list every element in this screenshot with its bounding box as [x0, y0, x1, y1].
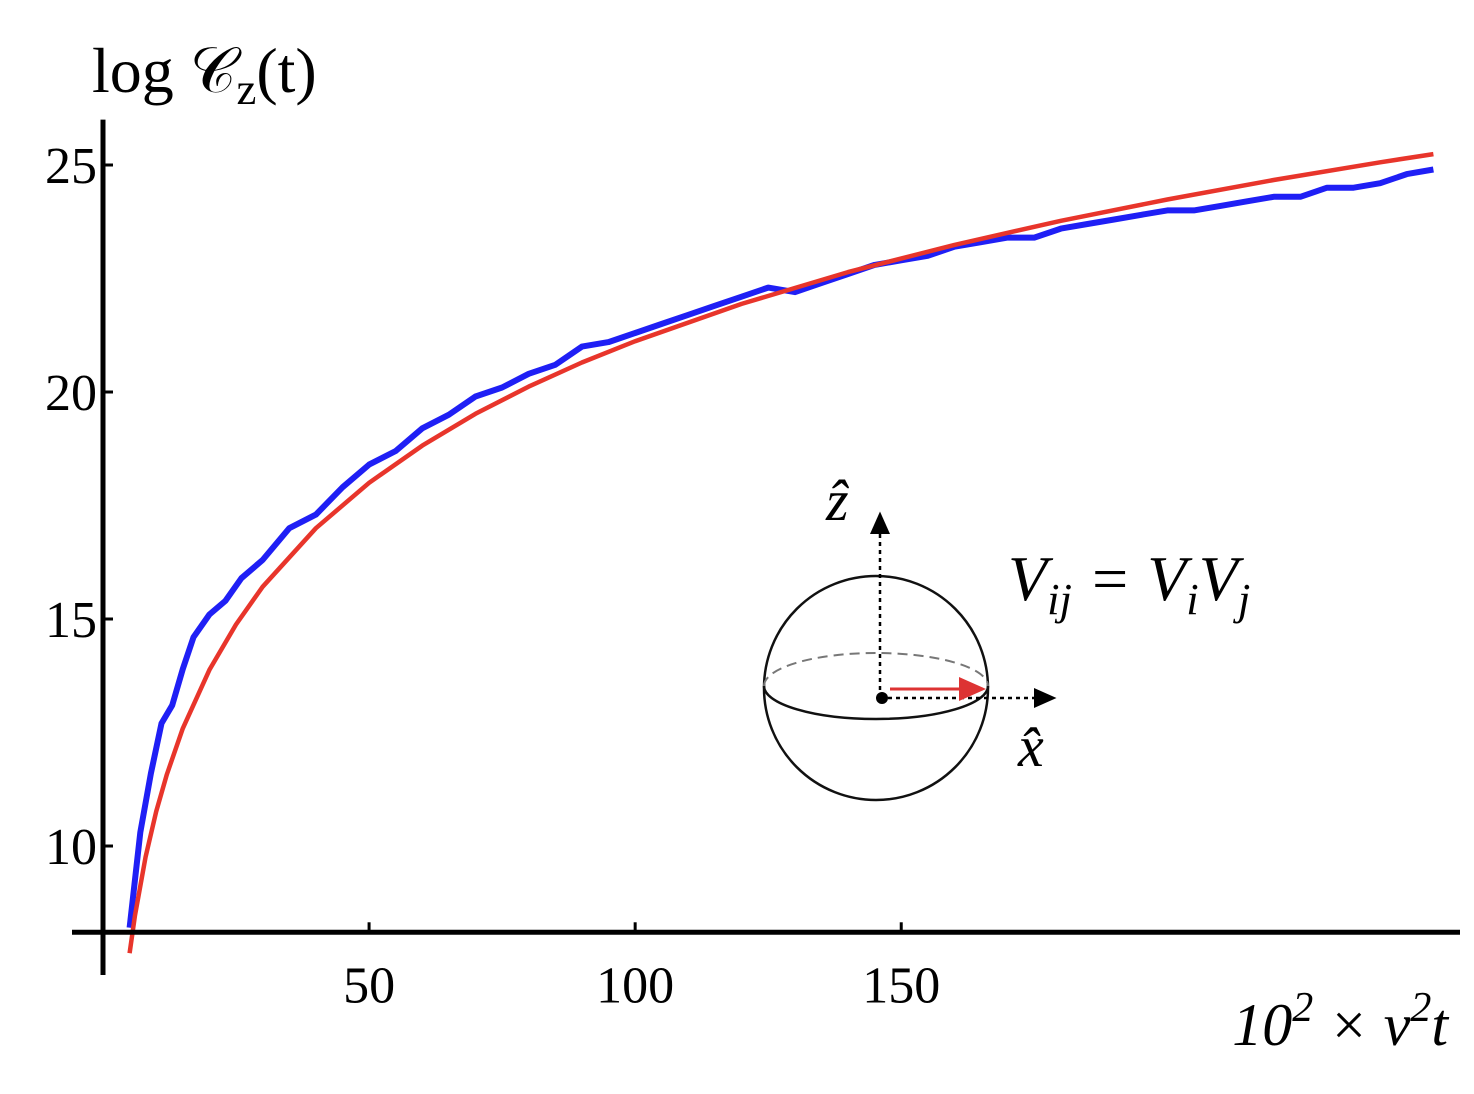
- z-label: ẑ: [825, 468, 849, 533]
- x-axis-label: 102 × v2t: [1232, 985, 1449, 1058]
- data-line: [127, 151, 1434, 954]
- y-axis-label-part: (t): [256, 35, 316, 106]
- x-axis-label-part: 10: [1232, 992, 1292, 1058]
- equation-part: V: [1008, 543, 1054, 614]
- equation-part: ij: [1047, 574, 1072, 624]
- y-tick-label: 15: [45, 592, 97, 649]
- y-axis-label-part: 𝒞: [190, 35, 242, 106]
- equation-part: =: [1072, 543, 1147, 614]
- equation: Vij = ViVj: [1008, 543, 1250, 624]
- equator-back: [763, 652, 989, 687]
- x-axis-label-part: 2: [1292, 985, 1313, 1031]
- x-axis-label-part: t: [1431, 992, 1449, 1058]
- equation-part: i: [1186, 574, 1198, 624]
- y-tick-label: 10: [45, 819, 97, 876]
- y-tick-label: 20: [45, 365, 97, 422]
- x-tick-label: 100: [596, 957, 674, 1014]
- equation-part: V: [1147, 543, 1193, 614]
- equator-front: [762, 685, 990, 721]
- equation-part: j: [1233, 574, 1250, 624]
- y-axis-label-part: z: [236, 64, 256, 114]
- x-axis-label-part: × v: [1313, 992, 1410, 1058]
- x-tick-label: 50: [343, 957, 395, 1014]
- x-label: x̂: [1017, 714, 1044, 779]
- x-tick-label: 150: [862, 957, 940, 1014]
- data-line: [126, 166, 1434, 929]
- equation-part: V: [1199, 543, 1245, 614]
- y-axis-label-part: log: [92, 35, 190, 106]
- origin-dot: [876, 692, 888, 704]
- y-axis-label: log 𝒞z(t): [92, 35, 317, 114]
- x-axis-label-part: 2: [1410, 985, 1431, 1031]
- sphere-inset: ẑ x̂ Vij = ViVj: [762, 468, 1250, 802]
- y-tick-label: 25: [45, 138, 97, 195]
